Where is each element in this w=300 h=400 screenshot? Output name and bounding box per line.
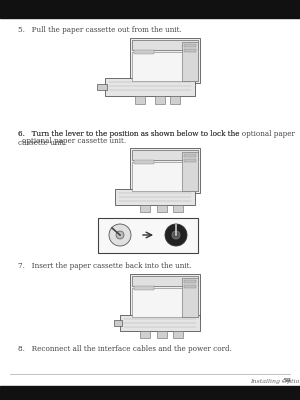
Bar <box>132 52 198 81</box>
Bar <box>173 205 183 212</box>
Bar <box>173 331 183 338</box>
Bar <box>0 0 300 18</box>
Bar <box>0 386 300 400</box>
Bar <box>157 331 167 338</box>
Bar <box>140 205 150 212</box>
Bar <box>182 278 198 317</box>
Bar <box>132 40 198 50</box>
Circle shape <box>116 231 124 239</box>
Bar <box>134 50 154 54</box>
Bar <box>134 286 154 290</box>
Bar <box>155 96 165 104</box>
Bar <box>184 285 196 288</box>
Text: 58: 58 <box>283 378 292 384</box>
Text: 8.   Reconnect all the interface cables and the power cord.: 8. Reconnect all the interface cables an… <box>18 345 232 353</box>
Circle shape <box>165 224 187 246</box>
Text: 6.   Turn the lever to the position as shown below to lock the optional paper ca: 6. Turn the lever to the position as sho… <box>18 130 295 147</box>
Bar <box>182 42 198 81</box>
Bar <box>140 331 150 338</box>
Bar <box>130 148 200 193</box>
Bar <box>132 276 198 286</box>
Bar <box>184 280 196 283</box>
Bar <box>134 160 154 164</box>
Bar <box>184 44 196 47</box>
Bar <box>184 49 196 52</box>
Text: Installing Options: Installing Options <box>250 378 300 384</box>
Text: 5.   Pull the paper cassette out from the unit.: 5. Pull the paper cassette out from the … <box>18 26 182 34</box>
Bar <box>115 189 195 205</box>
Bar <box>120 315 200 331</box>
Bar <box>132 150 198 160</box>
Bar <box>114 320 122 326</box>
Bar <box>184 159 196 162</box>
Bar <box>97 84 107 90</box>
Bar <box>157 205 167 212</box>
Bar <box>170 96 180 104</box>
Circle shape <box>109 224 131 246</box>
Bar <box>182 152 198 191</box>
Bar <box>130 38 200 83</box>
Bar <box>132 162 198 191</box>
Bar <box>130 274 200 319</box>
Bar <box>105 78 195 96</box>
Text: optional paper cassette unit.: optional paper cassette unit. <box>22 137 126 145</box>
Bar <box>98 218 198 253</box>
Bar <box>184 154 196 157</box>
Circle shape <box>172 231 180 239</box>
Bar <box>135 96 145 104</box>
Text: 7.   Insert the paper cassette back into the unit.: 7. Insert the paper cassette back into t… <box>18 262 192 270</box>
Text: 6.   Turn the lever to the position as shown below to lock the: 6. Turn the lever to the position as sho… <box>18 130 239 138</box>
Bar <box>132 288 198 317</box>
